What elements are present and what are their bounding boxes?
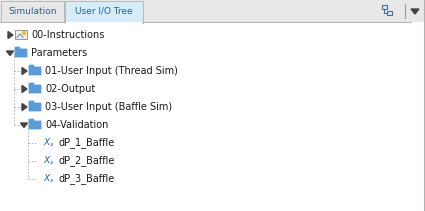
FancyBboxPatch shape [29,83,34,86]
Polygon shape [22,104,27,111]
FancyBboxPatch shape [29,101,34,104]
Circle shape [23,31,26,35]
Text: 01-User Input (Thread Sim): 01-User Input (Thread Sim) [45,66,178,76]
Polygon shape [20,123,28,127]
Text: 03-User Input (Baffle Sim): 03-User Input (Baffle Sim) [45,102,172,112]
FancyBboxPatch shape [28,121,41,129]
FancyBboxPatch shape [29,65,34,68]
FancyBboxPatch shape [15,47,20,50]
Polygon shape [22,85,27,92]
FancyBboxPatch shape [14,49,27,57]
Text: dP_1_Baffle: dP_1_Baffle [59,138,115,149]
Polygon shape [411,9,419,14]
Polygon shape [6,51,14,55]
Text: Simulation: Simulation [8,7,57,15]
Text: dP_3_Baffle: dP_3_Baffle [59,173,115,184]
FancyBboxPatch shape [28,103,41,111]
Text: User I/O Tree: User I/O Tree [75,7,133,15]
Text: 00-Instructions: 00-Instructions [31,30,105,40]
FancyBboxPatch shape [29,119,34,122]
Text: dP_2_Baffle: dP_2_Baffle [59,156,115,166]
Text: $\mathit{X}_s$: $\mathit{X}_s$ [43,155,55,167]
FancyBboxPatch shape [28,85,41,93]
Bar [387,11,392,15]
Text: $\mathit{X}_s$: $\mathit{X}_s$ [43,173,55,185]
Polygon shape [22,68,27,74]
Bar [382,5,387,9]
Bar [66,22,142,23]
Bar [0,0,425,22]
Bar [65,1,143,23]
Bar [1,1,64,22]
Polygon shape [8,31,13,38]
FancyBboxPatch shape [28,67,41,75]
Text: 02-Output: 02-Output [45,84,95,94]
Text: 04-Validation: 04-Validation [45,120,108,130]
Text: $\mathit{X}_s$: $\mathit{X}_s$ [43,137,55,149]
Bar [15,30,27,39]
Text: Parameters: Parameters [31,48,87,58]
